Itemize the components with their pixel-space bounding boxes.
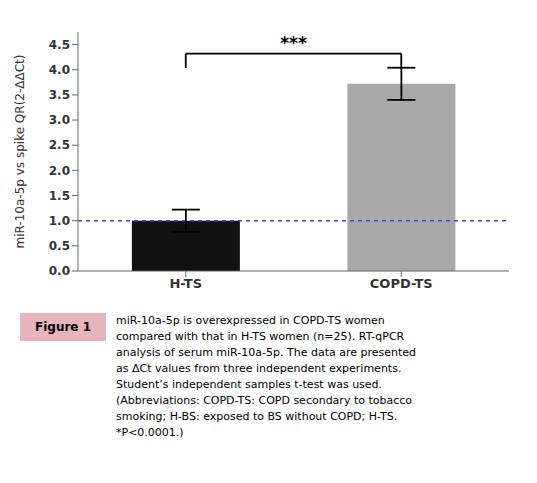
html-text:Student’s independent samples: Student’s independent samples t-test was… — [116, 378, 383, 391]
svg-text:miR-10a-5p vs spike QR(2-ΔΔCt): miR-10a-5p vs spike QR(2-ΔΔCt) — [13, 55, 27, 249]
html-text:analysis of serum miR-10a-5p.: analysis of serum miR-10a-5p. The data a… — [116, 346, 416, 359]
svg-text:3.5: 3.5 — [49, 88, 70, 102]
svg-text:0.5: 0.5 — [49, 239, 70, 253]
svg-text:COPD-TS: COPD-TS — [370, 276, 433, 291]
html-text:(Abbreviations: COPD-TS: COPD: (Abbreviations: COPD-TS: COPD secondary … — [116, 394, 412, 407]
svg-text:1.0: 1.0 — [49, 214, 70, 228]
svg-text:***: *** — [280, 33, 307, 53]
svg-text:2.0: 2.0 — [49, 164, 70, 178]
html-text:miR-10a-5p is overexpressed in: miR-10a-5p is overexpressed in COPD-TS w… — [116, 314, 385, 327]
html-text:as ΔCt values from three indep: as ΔCt values from three independent exp… — [116, 362, 402, 375]
html-text:compared with that in H-TS wom: compared with that in H-TS women (n=25).… — [116, 330, 405, 343]
svg-text:H-TS: H-TS — [169, 276, 202, 291]
svg-text:1.5: 1.5 — [49, 189, 70, 203]
html-text:*P<0.0001.): *P<0.0001.) — [116, 426, 184, 439]
svg-text:0.0: 0.0 — [49, 264, 70, 278]
svg-text:2.5: 2.5 — [49, 138, 70, 152]
html-text:Figure 1: Figure 1 — [35, 320, 91, 334]
html-text:smoking; H-BS: exposed to BS w: smoking; H-BS: exposed to BS without COP… — [116, 410, 398, 423]
svg-text:4.0: 4.0 — [49, 63, 70, 77]
svg-text:4.5: 4.5 — [49, 38, 70, 52]
svg-text:3.0: 3.0 — [49, 113, 70, 127]
